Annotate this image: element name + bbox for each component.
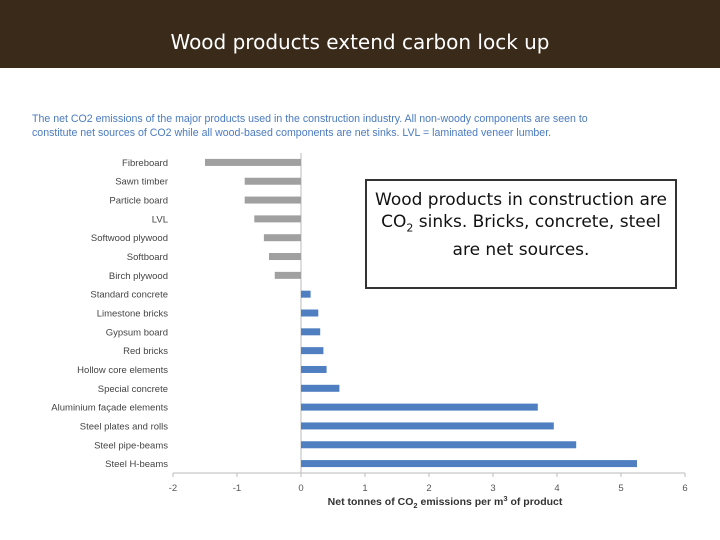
x-tick-label: -2: [169, 483, 177, 494]
bar: [254, 215, 301, 223]
bar: [301, 365, 327, 373]
bar: [301, 309, 319, 317]
slide-title: Wood products extend carbon lock up: [170, 30, 550, 54]
bar: [244, 196, 301, 204]
x-tick-label: 3: [490, 483, 495, 494]
callout-subscript: 2: [406, 221, 414, 235]
bar: [301, 290, 311, 298]
x-tick-label: -1: [233, 483, 241, 494]
x-tick-label: 2: [426, 483, 431, 494]
x-tick-label: 6: [682, 483, 687, 494]
title-bar: [0, 0, 720, 68]
chart-caption: The net CO2 emissions of the major produ…: [32, 112, 692, 140]
category-label: Sawn timber: [115, 177, 168, 188]
x-tick-label: 4: [554, 483, 559, 494]
bar: [301, 460, 637, 468]
category-label: Steel H-beams: [105, 459, 168, 470]
category-label: Red bricks: [123, 346, 168, 357]
bar: [301, 347, 324, 355]
category-label: Softboard: [127, 252, 168, 263]
bar: [301, 403, 538, 411]
x-tick-label: 5: [618, 483, 623, 494]
bar: [301, 422, 554, 430]
callout-text-2: sinks. Bricks, concrete, steel are net s…: [413, 212, 661, 261]
bar: [269, 253, 301, 261]
bar: [301, 328, 321, 336]
category-label: Limestone bricks: [97, 309, 169, 320]
callout-box: Wood products in construction are CO2 si…: [365, 179, 677, 289]
category-label: Particle board: [109, 196, 168, 207]
category-label: Standard concrete: [90, 290, 168, 301]
category-label: Steel pipe-beams: [94, 440, 168, 451]
bar: [301, 384, 340, 392]
bar: [263, 234, 301, 242]
x-tick-label: 0: [298, 483, 303, 494]
category-label: Special concrete: [98, 384, 168, 395]
bar: [301, 441, 577, 449]
x-tick-label: 1: [362, 483, 367, 494]
category-label: LVL: [152, 214, 168, 225]
caption-line-2: constitute net sources of CO2 while all …: [32, 127, 552, 139]
category-label: Fibreboard: [122, 158, 168, 169]
category-label: Steel plates and rolls: [80, 421, 168, 432]
category-label: Hollow core elements: [77, 365, 168, 376]
callout-text-1: Wood products in construction are CO: [375, 190, 667, 232]
bar: [244, 177, 301, 185]
category-label: Gypsum board: [106, 327, 168, 338]
bar: [274, 271, 301, 279]
category-label: Birch plywood: [109, 271, 168, 282]
x-axis-label: Net tonnes of CO2 emissions per m3 of pr…: [328, 494, 563, 510]
bar: [205, 158, 301, 166]
category-label: Aluminium façade elements: [51, 403, 168, 414]
category-label: Softwood plywood: [91, 233, 168, 244]
caption-line-1: The net CO2 emissions of the major produ…: [32, 113, 588, 125]
